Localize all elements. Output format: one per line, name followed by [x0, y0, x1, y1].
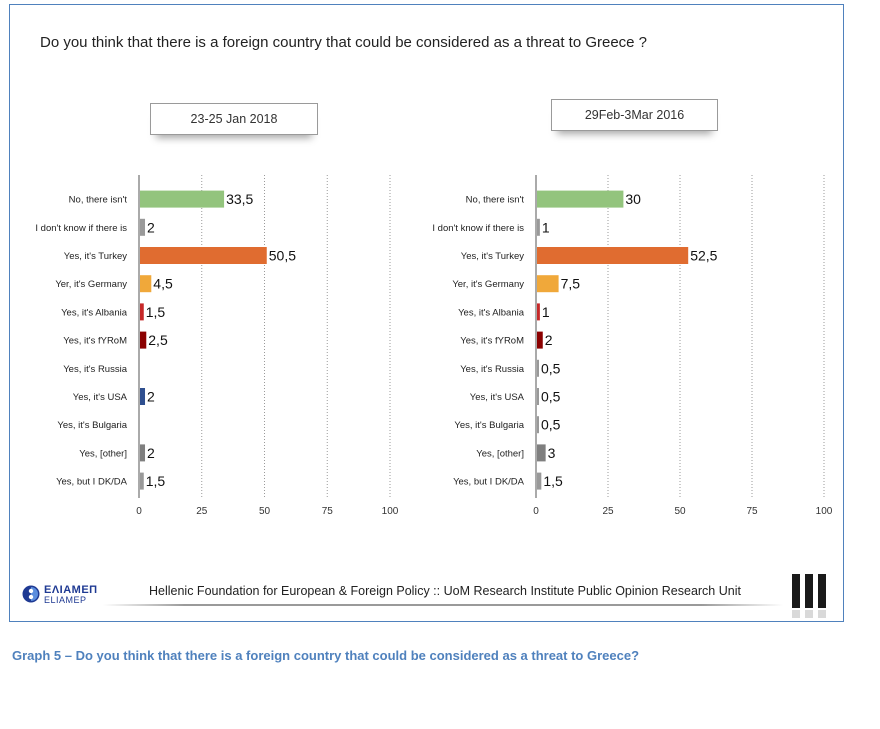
eliamep-logo: ΕΛΙΑΜΕΠ ELIAMEP [22, 581, 112, 607]
x-tick-label: 100 [382, 506, 399, 517]
category-label: Yes, it's fYRoM [460, 336, 524, 347]
category-label: Yes, it's Turkey [461, 251, 524, 262]
bar [537, 388, 539, 405]
x-tick-label: 0 [533, 506, 539, 517]
bar [537, 190, 624, 208]
category-label: Yes, it's USA [470, 392, 525, 403]
category-label: Yes, it's fYRoM [63, 336, 127, 347]
bar-chart-2018: 0 25 50 75 100 No, there isn't 33,5 I don't kno… [35, 175, 399, 517]
category-label: Yes, [other] [476, 448, 524, 459]
data-label: 3 [548, 445, 556, 461]
bar [537, 218, 540, 236]
data-label: 1 [542, 304, 550, 320]
data-label: 1,5 [146, 473, 166, 489]
category-label: Yes, but I DK/DA [453, 477, 525, 488]
data-label: 52,5 [690, 248, 717, 264]
bar-chart-2016: 0 25 50 75 100 No, there isn't 30 I don't know … [432, 175, 833, 517]
data-label: 2,5 [148, 332, 168, 348]
x-tick-label: 25 [602, 506, 614, 517]
data-label: 2 [545, 332, 553, 348]
x-tick-label: 25 [196, 506, 208, 517]
category-label: I don't know if there is [432, 223, 524, 234]
category-label: Yes, it's Bulgaria [57, 420, 127, 431]
data-label: 0,5 [541, 417, 561, 433]
bar [537, 472, 542, 490]
logo-name: ΕΛΙΑΜΕΠ [44, 584, 98, 596]
data-label: 30 [625, 191, 641, 207]
x-tick-label: 100 [816, 506, 833, 517]
category-label: Yes, it's Russia [63, 364, 127, 375]
bar [140, 388, 146, 405]
uom-logo-icon [792, 574, 826, 618]
category-label: No, there isn't [69, 195, 128, 206]
bar [537, 359, 539, 377]
period-label-left: 23-25 Jan 2018 [150, 103, 318, 135]
bar [537, 247, 689, 264]
category-label: Yes, it's Russia [460, 364, 524, 375]
data-label: 33,5 [226, 191, 253, 207]
data-label: 1,5 [543, 473, 563, 489]
bar [140, 247, 267, 264]
bar [537, 275, 559, 293]
bar [140, 472, 144, 490]
bar [140, 275, 152, 293]
x-tick-label: 50 [259, 506, 271, 517]
data-label: 7,5 [561, 276, 581, 292]
figure-caption: Graph 5 – Do you think that there is a f… [12, 648, 640, 663]
data-label: 0,5 [541, 389, 561, 405]
eliamep-logo-icon [22, 585, 40, 603]
category-label: No, there isn't [466, 195, 525, 206]
category-label: Yes, it's Bulgaria [454, 420, 524, 431]
bar [537, 416, 539, 434]
category-label: Yes, [other] [79, 448, 127, 459]
data-label: 1,5 [146, 304, 166, 320]
data-label: 2 [147, 445, 155, 461]
category-label: Yes, it's Albania [458, 307, 525, 318]
bar [140, 218, 146, 236]
category-label: Yes, it's USA [73, 392, 128, 403]
data-label: 0,5 [541, 360, 561, 376]
bar [140, 303, 144, 321]
bar [537, 303, 540, 321]
bar [140, 190, 225, 208]
bar [537, 444, 546, 462]
category-label: Yer, it's Germany [55, 279, 127, 290]
data-label: 50,5 [269, 248, 296, 264]
period-label-right: 29Feb-3Mar 2016 [551, 99, 718, 131]
bar [140, 331, 147, 349]
x-tick-label: 75 [322, 506, 334, 517]
category-label: Yes, but I DK/DA [56, 477, 128, 488]
data-label: 2 [147, 219, 155, 235]
question-title: Do you think that there is a foreign cou… [40, 34, 648, 51]
data-label: 1 [542, 219, 550, 235]
data-label: 2 [147, 389, 155, 405]
category-label: Yer, it's Germany [452, 279, 524, 290]
bar [140, 444, 146, 462]
footer-credit: Hellenic Foundation for European & Forei… [149, 584, 741, 598]
x-tick-label: 75 [746, 506, 758, 517]
x-tick-label: 50 [674, 506, 686, 517]
data-label: 4,5 [153, 276, 173, 292]
footer-divider [103, 604, 783, 606]
category-label: Yes, it's Albania [61, 307, 128, 318]
category-label: Yes, it's Turkey [64, 251, 127, 262]
logo-subtitle: ELIAMEP [44, 595, 87, 605]
x-tick-label: 0 [136, 506, 142, 517]
category-label: I don't know if there is [35, 223, 127, 234]
bar [537, 331, 543, 349]
